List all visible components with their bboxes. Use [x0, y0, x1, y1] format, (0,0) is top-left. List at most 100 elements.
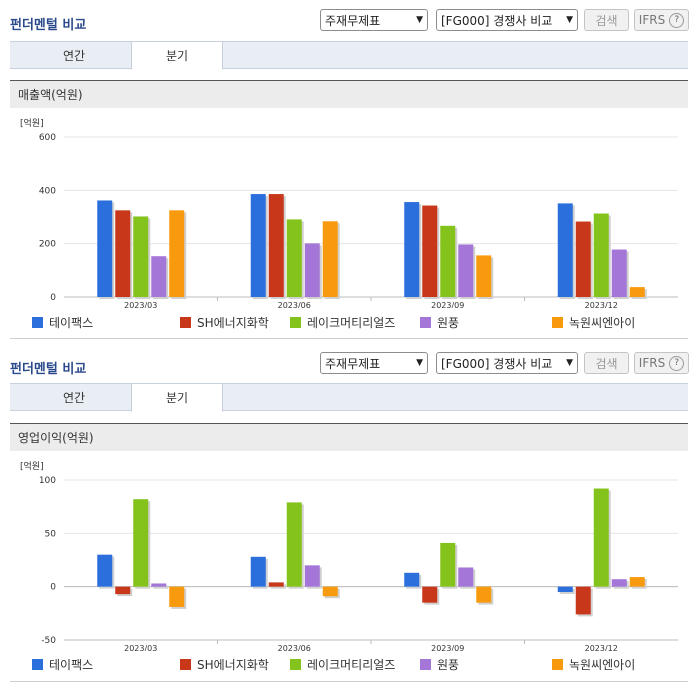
legend-item[interactable]: 레이크머티리얼즈 [290, 314, 395, 331]
help-icon[interactable]: ? [669, 12, 685, 28]
bar[interactable] [404, 202, 420, 297]
legend-label: 레이크머티리얼즈 [307, 316, 396, 330]
legend-item[interactable]: 원풍 [420, 656, 459, 673]
y-tick-label: -50 [41, 636, 56, 646]
bar[interactable] [557, 203, 573, 297]
ifrs-label: IFRS [638, 13, 666, 27]
legend-item[interactable]: 원풍 [420, 314, 459, 331]
peer-select-value: [FG000] 경쟁사 비교 [441, 356, 553, 371]
bar[interactable] [115, 210, 131, 297]
legend-label: 원풍 [437, 658, 460, 672]
bar[interactable] [458, 567, 474, 587]
ifrs-button[interactable]: IFRS ? [634, 9, 689, 31]
bar[interactable] [322, 221, 338, 297]
bar[interactable] [611, 579, 627, 587]
x-tick-label: 2023/09 [431, 301, 464, 308]
legend-swatch [420, 659, 431, 670]
legend-label: SH에너지화학 [197, 316, 269, 330]
legend-swatch [552, 659, 563, 670]
tab-annual[interactable]: 연간 [62, 391, 86, 405]
panel-title: 펀더멘털 비교 [10, 362, 87, 377]
bar[interactable] [575, 221, 591, 297]
bar[interactable] [151, 583, 167, 587]
bar[interactable] [422, 205, 438, 297]
bar[interactable] [458, 244, 474, 297]
bar[interactable] [557, 586, 573, 592]
x-tick-label: 2023/03 [124, 644, 157, 651]
bar[interactable] [476, 586, 492, 603]
bar[interactable] [476, 255, 492, 297]
legend-item[interactable]: 레이크머티리얼즈 [290, 656, 395, 673]
chevron-down-icon: ▼ [416, 15, 423, 25]
legend-item[interactable]: 테이팩스 [32, 314, 93, 331]
bar[interactable] [440, 225, 456, 297]
bar[interactable] [97, 200, 113, 297]
bar[interactable] [286, 502, 302, 587]
legend-item[interactable]: 녹원씨엔아이 [552, 656, 635, 673]
chart-area: [억원] 0 200 400 600 2023/03 2023/06 2023/09 2023/… [10, 108, 688, 339]
y-tick-label: 100 [39, 476, 56, 486]
legend-swatch [420, 317, 431, 328]
legend-item[interactable]: SH에너지화학 [180, 656, 269, 673]
legend-item[interactable]: 녹원씨엔아이 [552, 314, 635, 331]
period-tabs: 연간 분기 [10, 383, 688, 412]
legend-swatch [290, 659, 301, 670]
bar[interactable] [593, 213, 609, 297]
fundamental-panel-1: 펀더멘털 비교 주재무제표 ▼ [FG000] 경쟁사 비교 ▼ 검색 IFRS… [10, 9, 689, 339]
legend-item[interactable]: SH에너지화학 [180, 314, 269, 331]
x-tick-label: 2023/12 [585, 644, 618, 651]
y-tick-label: 0 [50, 293, 56, 303]
tab-annual[interactable]: 연간 [62, 49, 86, 63]
bar[interactable] [133, 216, 149, 297]
bar[interactable] [286, 219, 302, 297]
bar[interactable] [304, 565, 320, 587]
ifrs-label: IFRS [638, 356, 666, 370]
peer-select[interactable]: [FG000] 경쟁사 비교 ▼ [436, 352, 578, 374]
tab-quarterly[interactable]: 분기 [131, 41, 223, 70]
x-tick-label: 2023/09 [431, 644, 464, 651]
bar[interactable] [575, 586, 591, 615]
bar-shadow [153, 585, 169, 589]
statement-select[interactable]: 주재무제표 ▼ [320, 9, 428, 31]
bar[interactable] [169, 210, 185, 297]
bar[interactable] [629, 577, 645, 587]
legend-swatch [32, 659, 43, 670]
search-button[interactable]: 검색 [584, 352, 629, 374]
bar[interactable] [422, 586, 438, 603]
search-button[interactable]: 검색 [584, 9, 629, 31]
bar[interactable] [268, 582, 284, 587]
bar[interactable] [169, 586, 185, 607]
bar[interactable] [629, 287, 645, 297]
bar[interactable] [250, 194, 266, 297]
legend-label: 테이팩스 [49, 658, 94, 672]
ifrs-button[interactable]: IFRS ? [634, 352, 689, 374]
bar[interactable] [115, 586, 131, 595]
tab-quarterly[interactable]: 분기 [131, 383, 223, 412]
panel-title: 펀더멘털 비교 [10, 18, 87, 33]
legend-swatch [180, 317, 191, 328]
chevron-down-icon: ▼ [566, 15, 573, 25]
bar[interactable] [440, 542, 456, 587]
statement-select-value: 주재무제표 [325, 356, 381, 371]
bar[interactable] [250, 556, 266, 587]
bar[interactable] [304, 243, 320, 297]
bar[interactable] [404, 572, 420, 587]
chart-area: [억원] -50 0 50 100 2023/03 2023/06 2023/09 2023/1… [10, 451, 688, 682]
legend-item[interactable]: 테이팩스 [32, 656, 93, 673]
fundamental-panel-2: 펀더멘털 비교 주재무제표 ▼ [FG000] 경쟁사 비교 ▼ 검색 IFRS… [0, 342, 696, 684]
x-tick-label: 2023/12 [585, 301, 618, 308]
help-icon[interactable]: ? [669, 355, 685, 371]
peer-select[interactable]: [FG000] 경쟁사 비교 ▼ [436, 9, 578, 31]
bar[interactable] [133, 499, 149, 587]
bar[interactable] [611, 249, 627, 297]
chevron-down-icon: ▼ [416, 358, 423, 368]
statement-select[interactable]: 주재무제표 ▼ [320, 352, 428, 374]
peer-select-value: [FG000] 경쟁사 비교 [441, 13, 553, 28]
y-unit-label: [억원] [20, 117, 44, 129]
bar[interactable] [97, 554, 113, 587]
bar[interactable] [151, 256, 167, 297]
statement-select-value: 주재무제표 [325, 13, 381, 28]
bar[interactable] [593, 488, 609, 587]
bar[interactable] [322, 586, 338, 597]
bar[interactable] [268, 194, 284, 297]
